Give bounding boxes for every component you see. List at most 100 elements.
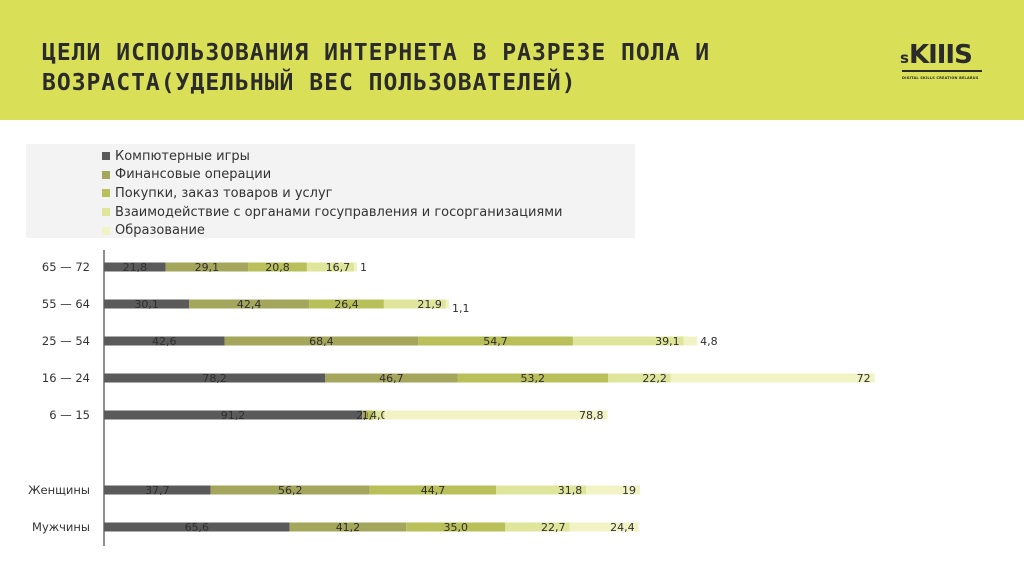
data-label: 4,8 bbox=[700, 335, 718, 348]
data-label: 24,4 bbox=[610, 521, 635, 534]
title-line-2: ВОЗРАСТА(УДЕЛЬНЫЙ ВЕС ПОЛЬЗОВАТЕЛЕЙ) bbox=[42, 70, 577, 96]
legend-item: Покупки, заказ товаров и услуг bbox=[102, 184, 333, 202]
legend-item: Компютерные игры bbox=[102, 147, 250, 165]
category-label: 25 — 54 bbox=[42, 334, 90, 348]
logo-prefix: s bbox=[900, 49, 909, 67]
bar-segment bbox=[505, 522, 570, 532]
legend-item: Взаимодействие с органами госуправления … bbox=[102, 203, 562, 221]
bar-segment bbox=[189, 299, 310, 309]
data-label: 22,2 bbox=[642, 372, 667, 385]
bar-segment bbox=[384, 410, 608, 420]
bar-segment bbox=[367, 410, 374, 420]
data-label: 35,0 bbox=[444, 521, 469, 534]
bar-segment bbox=[496, 485, 587, 495]
data-label: 78,2 bbox=[202, 372, 227, 385]
legend-label: Покупки, заказ товаров и услуг bbox=[115, 185, 333, 201]
data-label: 20,8 bbox=[265, 261, 290, 274]
page-title: ЦЕЛИ ИСПОЛЬЗОВАНИЯ ИНТЕРНЕТА В РАЗРЕЗЕ П… bbox=[42, 38, 842, 98]
bar-segment bbox=[445, 299, 449, 309]
legend-label: Взаимодействие с органами госуправления … bbox=[115, 204, 563, 220]
bar-segment bbox=[104, 336, 225, 346]
legend-label: Компютерные игры bbox=[115, 148, 250, 164]
bar-segment bbox=[104, 373, 326, 383]
bar-segment bbox=[373, 410, 385, 420]
data-label: 91,2 bbox=[221, 409, 246, 422]
bar-segment bbox=[354, 262, 358, 272]
category-label: 55 — 64 bbox=[42, 297, 90, 311]
category-label: 16 — 24 bbox=[42, 371, 90, 385]
bar-segment bbox=[210, 485, 370, 495]
data-label: 37,7 bbox=[145, 484, 170, 497]
data-label: 42,4 bbox=[237, 298, 262, 311]
title-line-1: ЦЕЛИ ИСПОЛЬЗОВАНИЯ ИНТЕРНЕТА В РАЗРЕЗЕ П… bbox=[42, 40, 711, 66]
bar-segment bbox=[608, 373, 671, 383]
bar-segment bbox=[457, 373, 609, 383]
logo-underline bbox=[902, 70, 982, 72]
data-label: 4,0 bbox=[370, 409, 388, 422]
data-label: 41,2 bbox=[336, 521, 361, 534]
data-label: 22,7 bbox=[541, 521, 566, 534]
data-label: 78,8 bbox=[579, 409, 604, 422]
legend-label: Образование bbox=[115, 223, 205, 239]
logo-main: KIIIS bbox=[908, 40, 973, 70]
data-label: 26,4 bbox=[334, 298, 359, 311]
chart-legend: Компютерные игры Финансовые операции Покуп… bbox=[26, 144, 635, 238]
data-label: 72 bbox=[857, 372, 871, 385]
header-band bbox=[0, 0, 1024, 120]
data-label: 46,7 bbox=[379, 372, 404, 385]
data-label: 56,2 bbox=[278, 484, 303, 497]
data-label: 39,1 bbox=[655, 335, 680, 348]
skills-logo: sKIIIS DIGITAL SKILLS CREATION BELARUS bbox=[900, 40, 986, 82]
data-label: 30,1 bbox=[134, 298, 159, 311]
bar-segment bbox=[572, 336, 684, 346]
bar-segment bbox=[418, 336, 573, 346]
bar-segment bbox=[586, 485, 641, 495]
bar-segment bbox=[289, 522, 407, 532]
bar-segment bbox=[306, 262, 355, 272]
bar-segment bbox=[362, 410, 368, 420]
category-label: 6 — 15 bbox=[49, 408, 90, 422]
data-label: 68,4 bbox=[309, 335, 334, 348]
data-label: 1 bbox=[360, 261, 367, 274]
bar-segment bbox=[325, 373, 458, 383]
bar-segment bbox=[406, 522, 506, 532]
data-label: 21,9 bbox=[417, 298, 442, 311]
legend-item: Образование bbox=[102, 222, 205, 240]
bar-segment bbox=[383, 299, 446, 309]
category-label: Мужчины bbox=[32, 520, 90, 534]
bar-segment bbox=[104, 262, 166, 272]
data-label: 42,6 bbox=[152, 335, 177, 348]
logo-tagline: DIGITAL SKILLS CREATION BELARUS bbox=[902, 76, 979, 80]
data-label: 21,8 bbox=[123, 261, 148, 274]
category-label: Женщины bbox=[28, 483, 90, 497]
bar-segment bbox=[104, 485, 211, 495]
data-label: 16,7 bbox=[326, 261, 351, 274]
bar-segment bbox=[104, 522, 290, 532]
bar-segment bbox=[248, 262, 307, 272]
legend-item: Финансовые операции bbox=[102, 166, 271, 184]
data-label: 19 bbox=[622, 484, 636, 497]
data-label: 29,1 bbox=[195, 261, 220, 274]
data-label: 1,1 bbox=[452, 302, 470, 315]
bar-segment bbox=[104, 410, 363, 420]
bar-segment bbox=[569, 522, 639, 532]
legend-swatch bbox=[102, 170, 110, 179]
bar-segment bbox=[224, 336, 419, 346]
bar-segment bbox=[369, 485, 497, 495]
legend-label: Финансовые операции bbox=[115, 167, 272, 183]
bar-segment bbox=[683, 336, 698, 346]
bar-segment bbox=[670, 373, 875, 383]
category-label: 65 — 72 bbox=[42, 260, 90, 274]
legend-swatch bbox=[102, 189, 110, 198]
bar-segment bbox=[165, 262, 249, 272]
data-label: 53,2 bbox=[520, 372, 545, 385]
bar-segment bbox=[309, 299, 384, 309]
data-label: 31,8 bbox=[558, 484, 583, 497]
data-label: 44,7 bbox=[421, 484, 446, 497]
logo-wordmark: sKIIIS bbox=[900, 40, 973, 70]
data-label: 65,6 bbox=[185, 521, 210, 534]
legend-swatch bbox=[102, 208, 110, 217]
legend-swatch bbox=[102, 226, 110, 235]
bar-segment bbox=[104, 299, 190, 309]
